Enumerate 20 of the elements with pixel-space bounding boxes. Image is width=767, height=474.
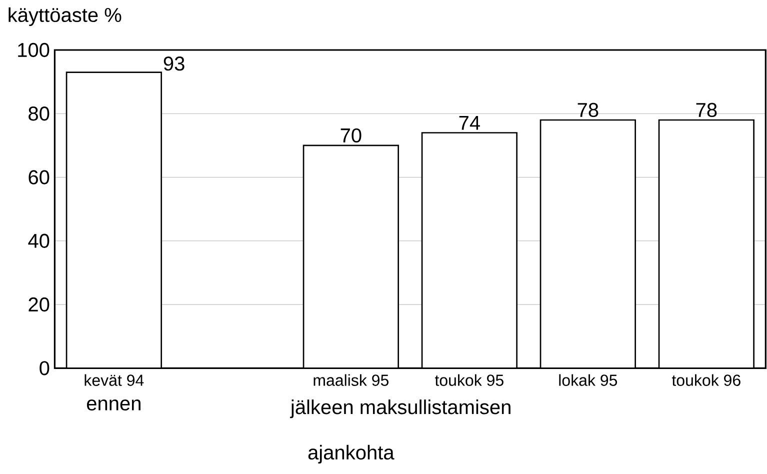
y-tick-label: 20 [28, 298, 50, 312]
y-tick-label: 0 [40, 361, 50, 376]
y-tick-label: 100 [18, 43, 50, 58]
x-tick-label: kevät 94 [84, 374, 144, 386]
x-axis-title: ajankohta [308, 445, 394, 464]
text: ennen [86, 400, 140, 411]
data-label: 70 [340, 128, 362, 143]
x-tick-label: maalisk 95 [314, 374, 388, 386]
x-tick-label: toukok 95 [434, 374, 504, 386]
y-tick-label: 40 [28, 234, 50, 248]
data-label: 93 [164, 56, 184, 71]
data-label: 78 [578, 103, 598, 118]
y-tick-label: 60 [28, 170, 50, 185]
data-label: 74 [459, 116, 480, 130]
x-tick-label: toukok 96 [672, 374, 740, 386]
y-tick-label: 80 [28, 106, 50, 121]
data-label: 78 [696, 103, 717, 118]
text: jälkeen maksullistamisen [290, 400, 510, 418]
y-axis-title: käyttöaste % [8, 8, 122, 26]
x-tick-label: lokak 95 [559, 374, 618, 386]
